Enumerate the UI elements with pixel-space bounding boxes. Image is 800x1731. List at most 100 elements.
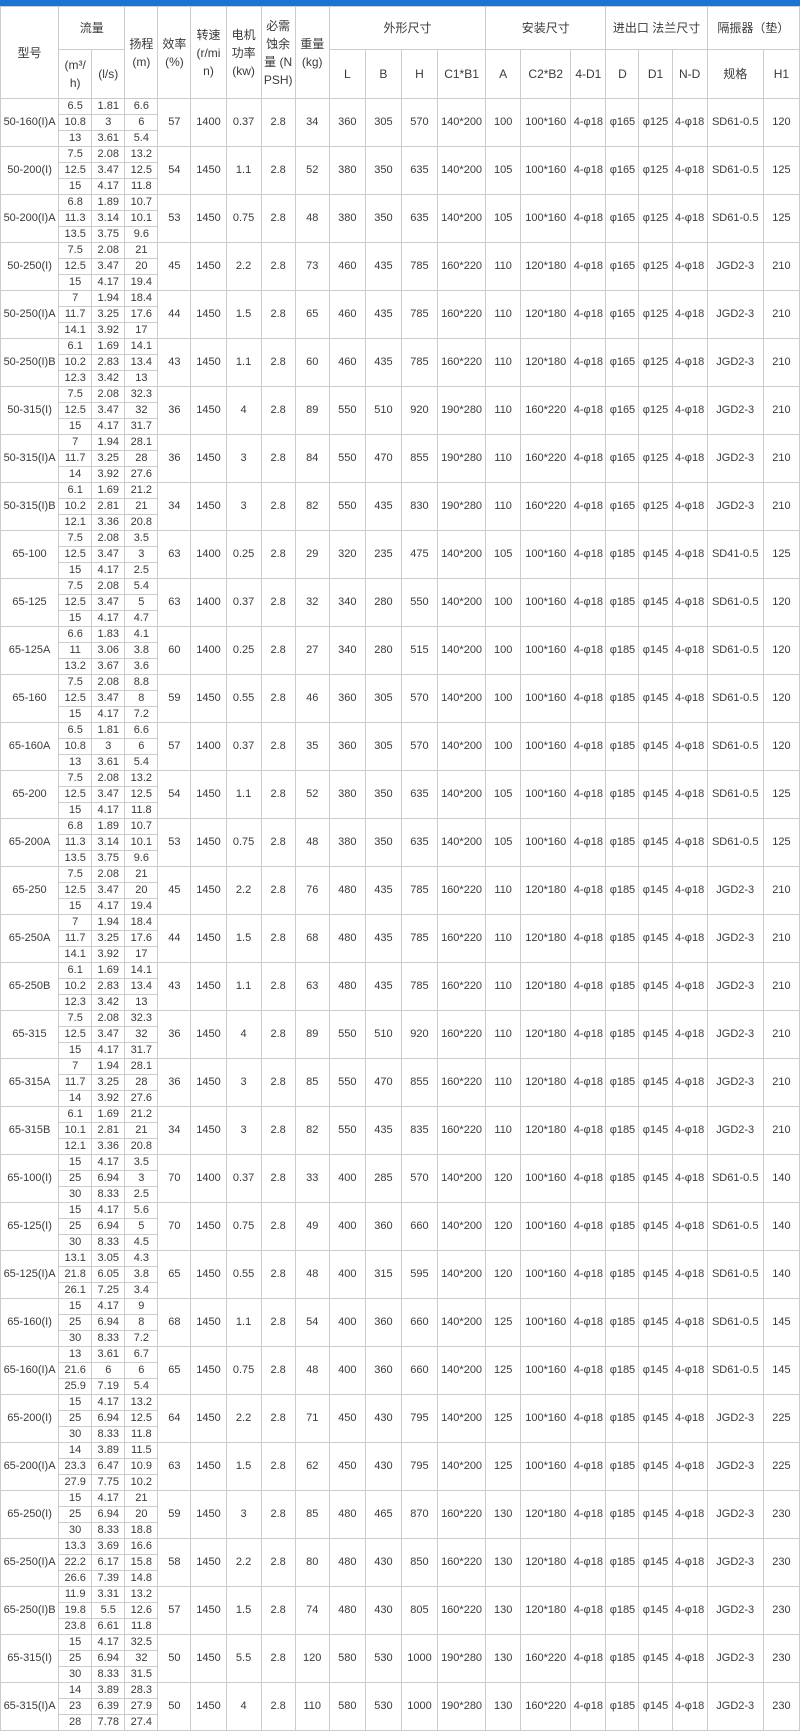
cell-dim-h: 785: [400, 914, 439, 963]
cell-isolator-h1: 145: [762, 1346, 800, 1395]
cell-isolator-h1: 125: [762, 530, 800, 579]
cell-c2b2: 100*160: [520, 578, 572, 627]
cell-flange-d1: φ145: [638, 962, 673, 1011]
cell-flow-ls: 8.33: [91, 1522, 126, 1539]
cell-speed: 1450: [190, 1202, 227, 1251]
cell-npsh: 2.8: [260, 1586, 296, 1635]
cell-dim-b: 285: [364, 1154, 402, 1203]
cell-c1b1: 140*200: [436, 1394, 487, 1443]
cell-install-a: 120: [485, 1202, 522, 1251]
cell-flow-ls: 4.17: [91, 562, 126, 579]
cell-power: 4: [225, 386, 262, 435]
cell-npsh: 2.8: [260, 578, 296, 627]
cell-c2b2: 100*160: [520, 1202, 572, 1251]
cell-flow-m3h: 12.3: [58, 370, 93, 387]
cell-isolator-spec: SD41-0.5: [706, 530, 764, 579]
cell-dim-l: 340: [328, 626, 366, 675]
cell-isolator-spec: JGD2-3: [706, 338, 764, 387]
cell-isolator-spec: JGD2-3: [706, 1394, 764, 1443]
cell-flow-m3h: 15: [58, 562, 93, 579]
cell-isolator-spec: JGD2-3: [706, 1106, 764, 1155]
cell-head: 5: [124, 594, 159, 611]
cell-c2b2: 120*180: [520, 1490, 572, 1539]
cell-head: 17: [124, 322, 159, 339]
cell-flange-d1: φ145: [638, 1010, 673, 1059]
table-row: 65-200(I) 15 4.17 13.2 64 1450 2.2 2.8 71 450 430 7…: [0, 1394, 800, 1443]
cell-dim-b: 430: [364, 1394, 402, 1443]
table-row: 28 7.78 27.4: [1, 1714, 800, 1731]
table-row: 65-250(I)B 11.9 3.31 13.2 57 1450 1.5 2.8 74 480 4…: [0, 1586, 800, 1635]
cell-head: 10.7: [124, 818, 159, 835]
cell-flow-ls: 3.47: [91, 786, 126, 803]
table-row: 30 8.33 18.8: [1, 1522, 800, 1539]
cell-dim-b: 360: [364, 1346, 402, 1395]
cell-flow-ls: 2.83: [91, 978, 126, 995]
cell-4d1: 4-φ18: [570, 1106, 607, 1155]
cell-head: 2.5: [124, 1186, 159, 1203]
cell-dim-b: 430: [364, 1442, 402, 1491]
cell-flow-m3h: 6.8: [58, 194, 93, 211]
cell-head: 10.2: [124, 1474, 159, 1491]
cell-npsh: 2.8: [260, 1010, 296, 1059]
cell-head: 14.1: [124, 338, 159, 355]
table-row: 65-160(I) 15 4.17 9 68 1450 1.1 2.8 54 400 360 660 1…: [0, 1298, 800, 1347]
table-row: 25 6.94 5: [1, 1218, 800, 1235]
cell-flow-m3h: 12.5: [58, 1026, 93, 1043]
cell-c1b1: 160*220: [436, 338, 487, 387]
table-row: 65-125(I)A 13.1 3.05 4.3 65 1450 0.55 2.8 48 400 3…: [0, 1250, 800, 1299]
cell-flow-m3h: 10.2: [58, 498, 93, 515]
cell-head: 3.5: [124, 530, 159, 547]
cell-flow-m3h: 23.8: [58, 1618, 93, 1635]
cell-c2b2: 100*160: [520, 770, 572, 819]
cell-flow-m3h: 30: [58, 1234, 93, 1251]
cell-dim-h: 635: [400, 146, 439, 195]
cell-flow-ls: 3.75: [91, 226, 126, 243]
cell-isolator-h1: 125: [762, 818, 800, 867]
cell-isolator-h1: 230: [762, 1490, 800, 1539]
cell-weight: 85: [294, 1490, 330, 1539]
cell-head: 8: [124, 1314, 159, 1331]
table-row: 26.1 7.25 3.4: [1, 1282, 800, 1299]
cell-c2b2: 100*160: [520, 722, 572, 771]
table-row: 65-125 7.5 2.08 5.4 63 1400 0.37 2.8 32 340 280 550…: [0, 578, 800, 627]
cell-isolator-h1: 120: [762, 578, 800, 627]
cell-flow-m3h: 7.5: [58, 770, 93, 787]
cell-c1b1: 160*220: [436, 1490, 487, 1539]
cell-c1b1: 140*200: [436, 1250, 487, 1299]
cell-head: 13: [124, 370, 159, 387]
cell-flange-nd: 4-φ18: [671, 818, 708, 867]
header-weight: 重量 (kg): [294, 6, 330, 99]
cell-dim-b: 360: [364, 1202, 402, 1251]
cell-4d1: 4-φ18: [570, 386, 607, 435]
cell-flange-d: φ185: [605, 1298, 640, 1347]
cell-model: 65-250A: [0, 914, 60, 963]
cell-weight: 76: [294, 866, 330, 915]
table-row: 12.5 3.47 32: [1, 402, 800, 419]
cell-flange-d: φ185: [605, 530, 640, 579]
cell-weight: 74: [294, 1586, 330, 1635]
cell-flow-ls: 3.42: [91, 994, 126, 1011]
cell-model: 65-250(I): [0, 1490, 60, 1539]
cell-flange-d1: φ145: [638, 866, 673, 915]
cell-weight: 84: [294, 434, 330, 483]
cell-dim-h: 920: [400, 1010, 439, 1059]
cell-dim-b: 435: [364, 914, 402, 963]
cell-dim-l: 450: [328, 1442, 366, 1491]
cell-dim-b: 435: [364, 866, 402, 915]
cell-dim-h: 570: [400, 722, 439, 771]
header-row-2: (m³/h) (l/s) L B H C1*B1 A C2*B2 4-D1 D …: [1, 49, 800, 99]
cell-install-a: 125: [485, 1346, 522, 1395]
cell-npsh: 2.8: [260, 866, 296, 915]
cell-flow-m3h: 30: [58, 1330, 93, 1347]
cell-speed: 1400: [190, 1154, 227, 1203]
cell-head: 17.6: [124, 306, 159, 323]
header-flange: 进出口 法兰尺寸: [605, 6, 708, 50]
table-row: 65-200(I)A 14 3.89 11.5 63 1450 1.5 2.8 62 450 430…: [0, 1442, 800, 1491]
cell-head: 20.8: [124, 1138, 159, 1155]
cell-flow-ls: 8.33: [91, 1330, 126, 1347]
cell-c1b1: 140*200: [436, 674, 487, 723]
cell-dim-h: 660: [400, 1298, 439, 1347]
cell-power: 1.1: [225, 1298, 262, 1347]
cell-flow-ls: 1.69: [91, 482, 126, 499]
header-install: 安装尺寸: [485, 6, 607, 50]
